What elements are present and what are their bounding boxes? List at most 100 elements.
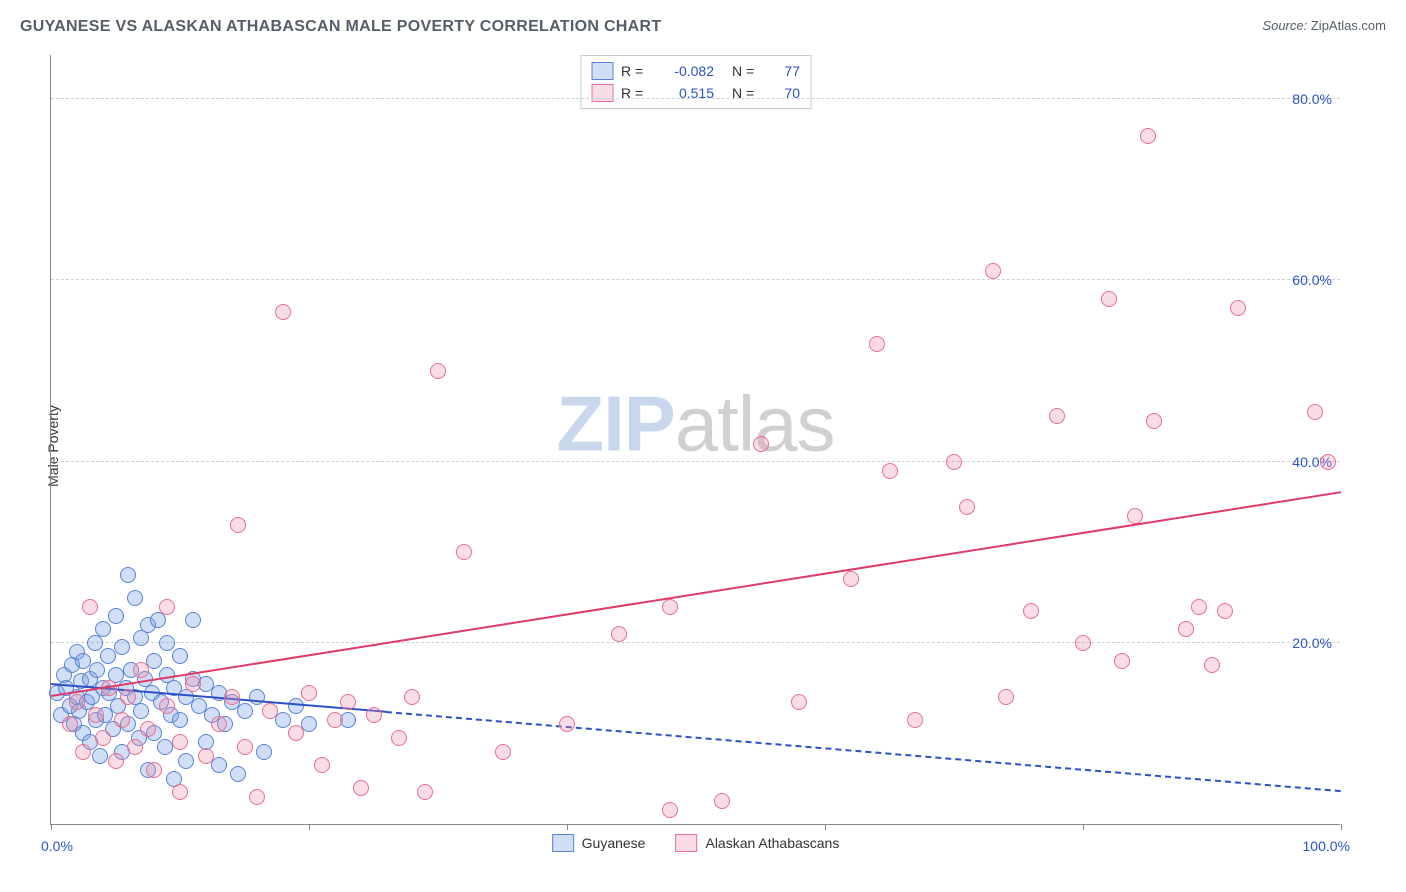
data-point [1191,599,1207,615]
data-point [75,744,91,760]
source-value: ZipAtlas.com [1311,18,1386,33]
data-point [1075,635,1091,651]
data-point [224,689,240,705]
data-point [88,707,104,723]
data-point [172,648,188,664]
data-point [69,694,85,710]
data-point [211,716,227,732]
data-point [108,608,124,624]
data-point [1127,508,1143,524]
r-value: -0.082 [659,63,714,79]
data-point [133,662,149,678]
data-point [882,463,898,479]
x-tick [825,824,826,830]
data-point [120,567,136,583]
data-point [907,712,923,728]
legend-series-label: Guyanese [582,835,646,851]
data-point [1307,404,1323,420]
data-point [108,753,124,769]
legend-stat-row: R = -0.082 N = 77 [591,60,800,82]
data-point [114,639,130,655]
legend-swatch [591,84,613,102]
series-legend: Guyanese Alaskan Athabascans [552,834,840,852]
x-tick [567,824,568,830]
data-point [127,739,143,755]
data-point [404,689,420,705]
data-point [1204,657,1220,673]
data-point [985,263,1001,279]
data-point [1101,291,1117,307]
data-point [237,739,253,755]
data-point [946,454,962,470]
trend-line [386,711,1341,792]
source-label: Source: [1262,18,1307,33]
chart-container: GUYANESE VS ALASKAN ATHABASCAN MALE POVE… [0,0,1406,892]
data-point [662,802,678,818]
x-tick [309,824,310,830]
data-point [114,712,130,728]
data-point [172,712,188,728]
data-point [127,590,143,606]
data-point [1230,300,1246,316]
chart-title: GUYANESE VS ALASKAN ATHABASCAN MALE POVE… [20,18,661,36]
gridline [51,279,1340,280]
data-point [843,571,859,587]
data-point [340,694,356,710]
gridline [51,461,1340,462]
data-point [1049,408,1065,424]
data-point [391,730,407,746]
data-point [959,499,975,515]
legend-stat-row: R =0.515N =70 [591,82,800,104]
data-point [275,712,291,728]
data-point [288,725,304,741]
x-axis-max-label: 100.0% [1303,838,1350,854]
r-label: R = [621,63,651,79]
data-point [314,757,330,773]
data-point [120,689,136,705]
data-point [92,748,108,764]
data-point [95,730,111,746]
data-point [62,716,78,732]
data-point [150,612,166,628]
n-value: 77 [770,63,800,79]
x-axis-min-label: 0.0% [41,838,73,854]
data-point [288,698,304,714]
data-point [714,793,730,809]
data-point [146,762,162,778]
data-point [185,676,201,692]
data-point [211,757,227,773]
data-point [87,635,103,651]
legend-swatch [675,834,697,852]
data-point [159,698,175,714]
x-tick [1083,824,1084,830]
legend-series-item: Alaskan Athabascans [675,834,839,852]
data-point [1320,454,1336,470]
y-tick-label: 80.0% [1292,91,1332,107]
data-point [157,739,173,755]
data-point [327,712,343,728]
data-point [456,544,472,560]
legend-series-label: Alaskan Athabascans [705,835,839,851]
legend-swatch [552,834,574,852]
data-point [89,662,105,678]
data-point [1146,413,1162,429]
data-point [430,363,446,379]
data-point [140,721,156,737]
x-tick [1341,824,1342,830]
data-point [178,753,194,769]
data-point [1023,603,1039,619]
data-point [1114,653,1130,669]
data-point [159,599,175,615]
data-point [230,766,246,782]
watermark: ZIPatlas [556,379,834,470]
n-label: N = [732,63,762,79]
data-point [185,612,201,628]
data-point [172,784,188,800]
data-point [559,716,575,732]
data-point [1178,621,1194,637]
watermark-zip: ZIP [556,380,674,468]
data-point [753,436,769,452]
gridline [51,98,1340,99]
data-point [275,304,291,320]
x-tick [51,824,52,830]
